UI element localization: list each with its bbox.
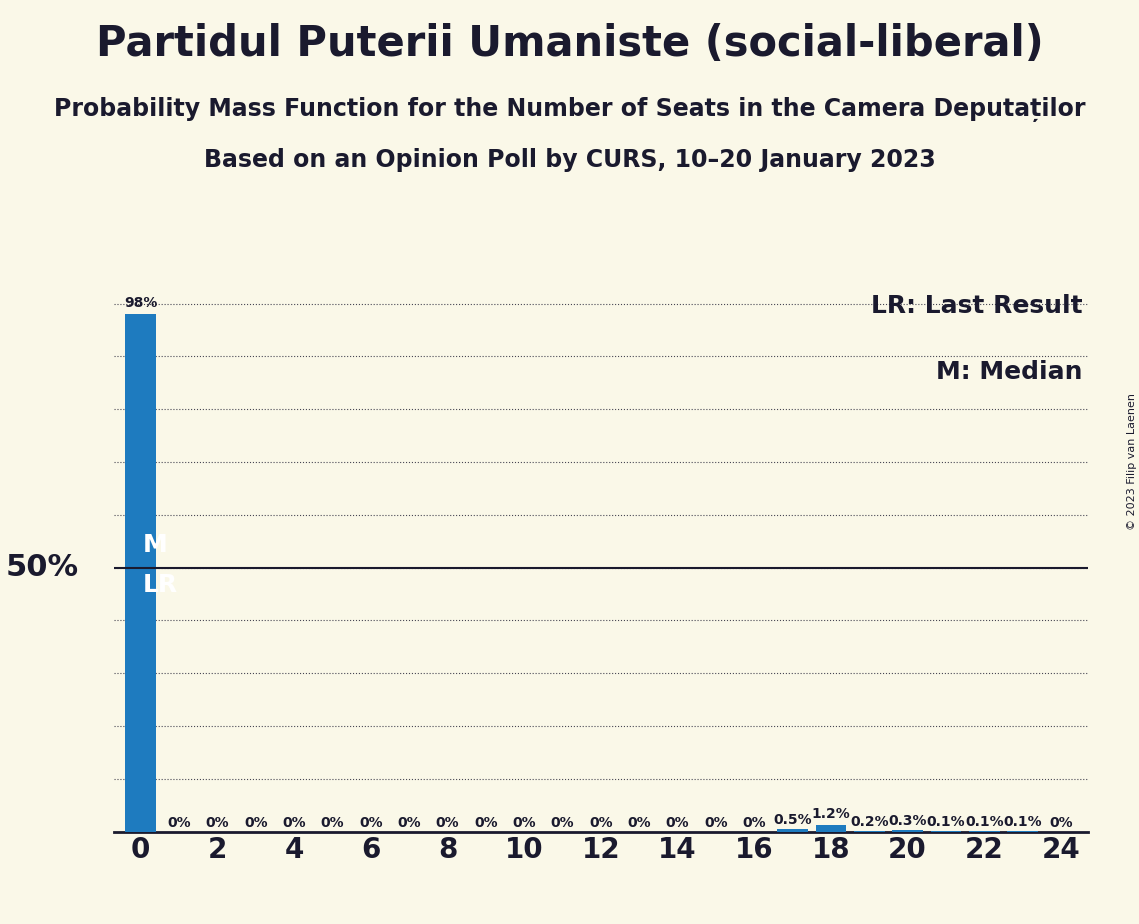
Text: Probability Mass Function for the Number of Seats in the Camera Deputaților: Probability Mass Function for the Number… [54, 97, 1085, 122]
Text: 0.1%: 0.1% [965, 816, 1003, 830]
Text: © 2023 Filip van Laenen: © 2023 Filip van Laenen [1126, 394, 1137, 530]
Text: 0%: 0% [474, 816, 498, 830]
Bar [777, 829, 808, 832]
Text: 0%: 0% [244, 816, 268, 830]
Text: 0%: 0% [320, 816, 344, 830]
Text: 50%: 50% [6, 553, 79, 582]
Text: 0.3%: 0.3% [888, 814, 927, 829]
Text: 0%: 0% [282, 816, 306, 830]
Text: 0%: 0% [206, 816, 229, 830]
Text: 0%: 0% [628, 816, 652, 830]
Text: LR: Last Result: LR: Last Result [871, 294, 1083, 318]
Text: 0.2%: 0.2% [850, 815, 888, 829]
Text: M: Median: M: Median [936, 360, 1083, 384]
Text: 0%: 0% [435, 816, 459, 830]
Text: 0%: 0% [398, 816, 421, 830]
Text: 0.1%: 0.1% [926, 816, 965, 830]
Bar [125, 314, 156, 832]
Bar [892, 830, 923, 832]
Text: 0.1%: 0.1% [1003, 816, 1042, 830]
Text: 0%: 0% [513, 816, 536, 830]
Text: Partidul Puterii Umaniste (social-liberal): Partidul Puterii Umaniste (social-libera… [96, 23, 1043, 65]
Text: 0%: 0% [665, 816, 689, 830]
Text: 0%: 0% [550, 816, 574, 830]
Bar [854, 831, 885, 832]
Text: 0%: 0% [704, 816, 728, 830]
Text: 0%: 0% [589, 816, 613, 830]
Text: 0%: 0% [167, 816, 191, 830]
Text: 0%: 0% [743, 816, 767, 830]
Text: 0%: 0% [359, 816, 383, 830]
Text: Based on an Opinion Poll by CURS, 10–20 January 2023: Based on an Opinion Poll by CURS, 10–20 … [204, 148, 935, 172]
Text: 0.5%: 0.5% [773, 813, 812, 827]
Text: 0%: 0% [1049, 816, 1073, 830]
Text: 98%: 98% [124, 296, 157, 310]
Text: LR: LR [142, 573, 178, 597]
Bar [816, 825, 846, 832]
Text: 1.2%: 1.2% [811, 807, 850, 821]
Text: M: M [142, 533, 167, 557]
